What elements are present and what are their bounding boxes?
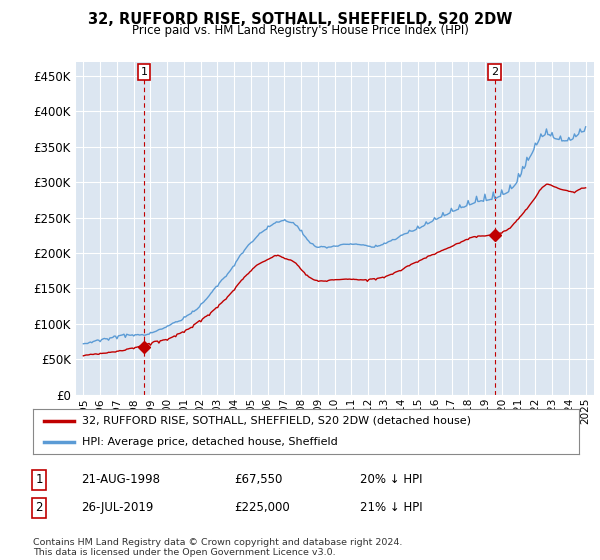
Text: 20% ↓ HPI: 20% ↓ HPI [360,473,422,487]
Text: 2: 2 [491,67,498,77]
Text: £67,550: £67,550 [234,473,283,487]
Text: Contains HM Land Registry data © Crown copyright and database right 2024.
This d: Contains HM Land Registry data © Crown c… [33,538,403,557]
Text: 1: 1 [140,67,148,77]
Text: 1: 1 [35,473,43,487]
Text: 32, RUFFORD RISE, SOTHALL, SHEFFIELD, S20 2DW (detached house): 32, RUFFORD RISE, SOTHALL, SHEFFIELD, S2… [82,416,471,426]
Text: Price paid vs. HM Land Registry's House Price Index (HPI): Price paid vs. HM Land Registry's House … [131,24,469,37]
Text: 32, RUFFORD RISE, SOTHALL, SHEFFIELD, S20 2DW: 32, RUFFORD RISE, SOTHALL, SHEFFIELD, S2… [88,12,512,27]
Text: 2: 2 [35,501,43,515]
Text: 21-AUG-1998: 21-AUG-1998 [81,473,160,487]
Text: 21% ↓ HPI: 21% ↓ HPI [360,501,422,515]
Text: HPI: Average price, detached house, Sheffield: HPI: Average price, detached house, Shef… [82,436,338,446]
Text: £225,000: £225,000 [234,501,290,515]
Text: 26-JUL-2019: 26-JUL-2019 [81,501,154,515]
